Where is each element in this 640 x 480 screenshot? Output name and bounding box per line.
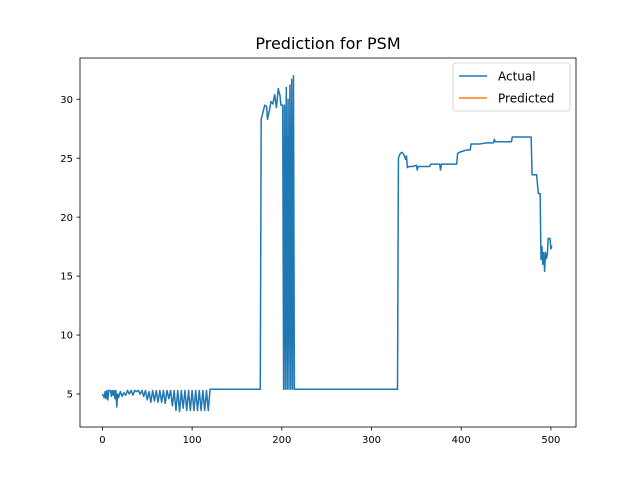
x-tick-label: 400	[452, 435, 471, 446]
legend: Actual Predicted	[452, 62, 571, 112]
x-tick-label: 0	[99, 435, 105, 446]
y-tick-label: 10	[60, 331, 73, 342]
x-tick-label: 500	[541, 435, 560, 446]
axes-frame	[79, 57, 577, 428]
y-tick-label: 25	[60, 154, 73, 165]
chart-title: Prediction for PSM	[255, 34, 400, 53]
series-line-actual	[101, 74, 553, 413]
y-tick-label: 5	[67, 390, 73, 401]
y-tick-label: 15	[60, 272, 73, 283]
x-tick-label: 100	[183, 435, 202, 446]
legend-label-actual: Actual	[498, 70, 536, 84]
y-tick-label: 30	[60, 95, 73, 106]
legend-label-predicted: Predicted	[498, 92, 554, 106]
plot-area	[101, 74, 553, 413]
x-tick-label: 300	[362, 435, 381, 446]
axes: 0 100 200 300 400 500 5 10 15 20 25 30	[60, 57, 577, 446]
legend-box	[452, 62, 571, 112]
y-tick-label: 20	[60, 213, 73, 224]
x-tick-label: 200	[272, 435, 291, 446]
